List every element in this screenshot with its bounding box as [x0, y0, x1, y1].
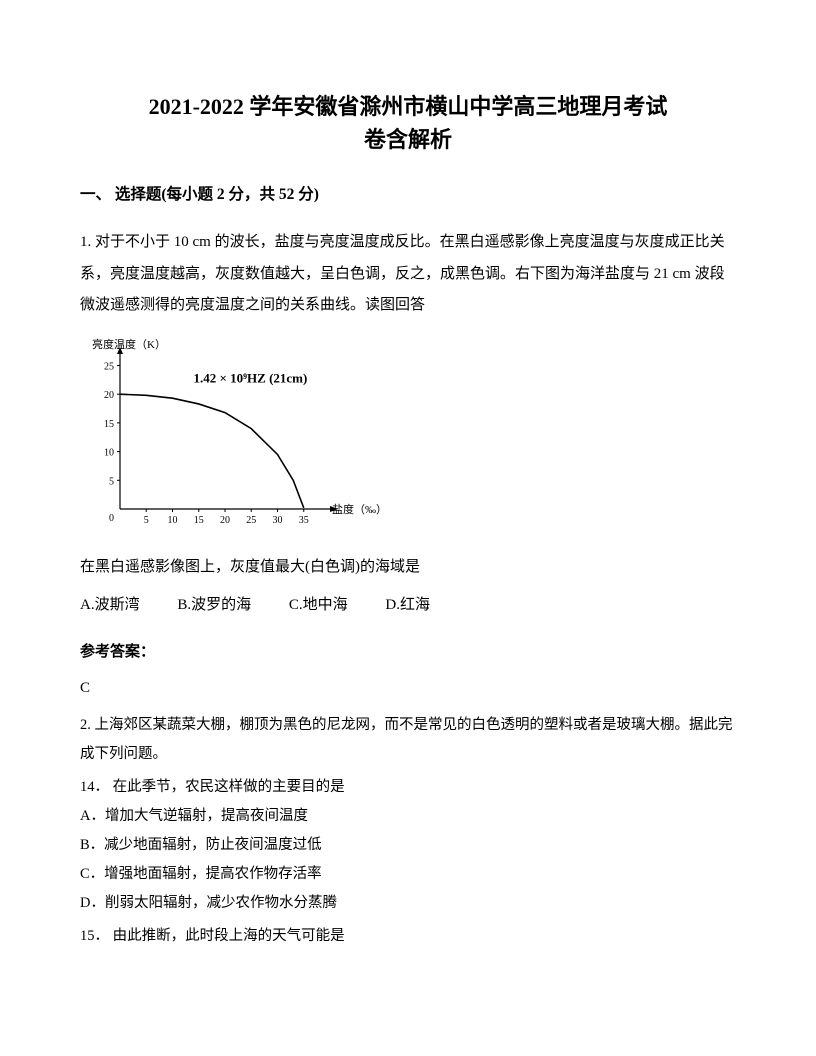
q1-option-d: D.红海 — [385, 591, 430, 620]
q2-14-c: C．增强地面辐射，提高农作物存活率 — [80, 860, 736, 889]
question-1: 1. 对于不小于 10 cm 的波长，盐度与亮度温度成反比。在黑白遥感影像上亮度… — [80, 227, 736, 703]
svg-text:盐度（‰）: 盐度（‰） — [332, 502, 380, 516]
title-line-2: 卷含解析 — [364, 127, 452, 152]
svg-text:亮度温度（K）: 亮度温度（K） — [92, 337, 166, 351]
svg-text:5: 5 — [144, 515, 149, 526]
svg-text:10: 10 — [104, 448, 114, 459]
q2-stem: 2. 上海郊区某蔬菜大棚，棚顶为黑色的尼龙网，而不是常见的白色透明的塑料或者是玻… — [80, 711, 736, 769]
page-title: 2021-2022 学年安徽省滁州市横山中学高三地理月考试 卷含解析 — [80, 90, 736, 156]
q2-sub15: 15． 由此推断，此时段上海的天气可能是 — [80, 922, 736, 951]
svg-text:20: 20 — [220, 515, 230, 526]
question-2: 2. 上海郊区某蔬菜大棚，棚顶为黑色的尼龙网，而不是常见的白色透明的塑料或者是玻… — [80, 711, 736, 951]
q2-sub14: 14． 在此季节，农民这样做的主要目的是 — [80, 773, 736, 802]
svg-text:25: 25 — [246, 515, 256, 526]
answer-label: 参考答案： — [80, 638, 736, 667]
section-header: 一、 选择题(每小题 2 分，共 52 分) — [80, 180, 736, 209]
q1-sub-question: 在黑白遥感影像图上，灰度值最大(白色调)的海域是 — [80, 552, 736, 584]
svg-text:20: 20 — [104, 390, 114, 401]
q1-option-b: B.波罗的海 — [177, 591, 251, 620]
q1-answer: C — [80, 674, 736, 703]
svg-text:15: 15 — [194, 515, 204, 526]
svg-text:1.42 × 10⁹HZ (21cm): 1.42 × 10⁹HZ (21cm) — [194, 371, 308, 386]
q2-14-d: D．削弱太阳辐射，减少农作物水分蒸腾 — [80, 889, 736, 918]
q2-14-b: B．减少地面辐射，防止夜间温度过低 — [80, 831, 736, 860]
q1-option-c: C.地中海 — [289, 591, 348, 620]
svg-text:10: 10 — [168, 515, 178, 526]
svg-text:5: 5 — [109, 476, 114, 487]
svg-text:30: 30 — [273, 515, 283, 526]
q1-text: 1. 对于不小于 10 cm 的波长，盐度与亮度温度成反比。在黑白遥感影像上亮度… — [80, 227, 736, 322]
svg-text:0: 0 — [109, 513, 114, 524]
salinity-brightness-chart: 5 10 15 20 25 5 10 15 20 25 30 35 0 亮度温度（K） 盐度（‰） 1.42 … — [80, 334, 380, 534]
svg-text:25: 25 — [104, 361, 114, 372]
svg-text:15: 15 — [104, 419, 114, 430]
q1-options: A.波斯湾 B.波罗的海 C.地中海 D.红海 — [80, 591, 736, 620]
q1-option-a: A.波斯湾 — [80, 591, 140, 620]
title-line-1: 2021-2022 学年安徽省滁州市横山中学高三地理月考试 — [149, 94, 668, 119]
q2-14-a: A．增加大气逆辐射，提高夜间温度 — [80, 802, 736, 831]
svg-text:35: 35 — [299, 515, 309, 526]
